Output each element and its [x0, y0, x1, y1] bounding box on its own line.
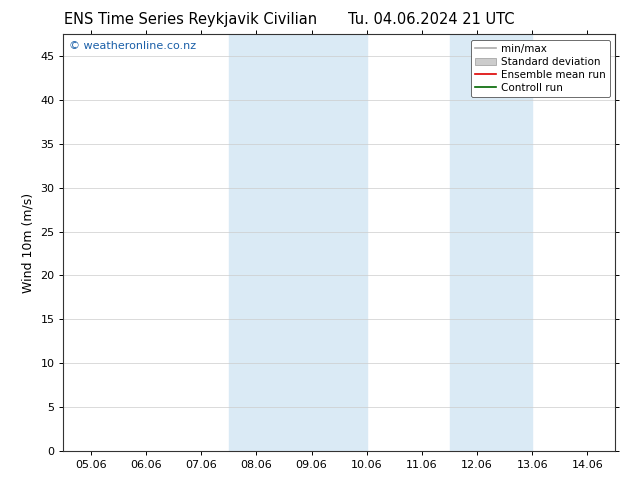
Text: Tu. 04.06.2024 21 UTC: Tu. 04.06.2024 21 UTC: [348, 12, 514, 27]
Bar: [450, 34, 533, 451]
Text: ENS Time Series Reykjavik Civilian: ENS Time Series Reykjavik Civilian: [63, 12, 317, 27]
Bar: [229, 34, 366, 451]
Y-axis label: Wind 10m (m/s): Wind 10m (m/s): [22, 193, 35, 293]
Legend: min/max, Standard deviation, Ensemble mean run, Controll run: min/max, Standard deviation, Ensemble me…: [470, 40, 610, 97]
Text: © weatheronline.co.nz: © weatheronline.co.nz: [69, 41, 196, 50]
